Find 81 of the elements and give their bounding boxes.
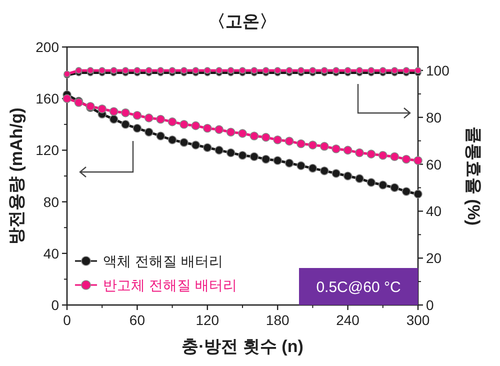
point (390, 152, 399, 162)
point (414, 190, 422, 198)
point (121, 108, 130, 118)
x-tick-label: 120 (196, 312, 220, 328)
y2-tick-label: 0 (426, 297, 434, 313)
point (191, 121, 200, 130)
point (214, 146, 224, 155)
y2-tick-label: 60 (426, 156, 442, 172)
point (355, 174, 364, 183)
point (132, 110, 142, 120)
point (203, 143, 212, 152)
x-tick-label: 180 (266, 312, 290, 328)
point (98, 104, 106, 114)
point (355, 148, 364, 158)
y2-tick-label: 80 (426, 109, 442, 126)
chart-title: 〈고온〉 (208, 12, 276, 31)
point (366, 178, 376, 187)
point (320, 142, 329, 151)
point (250, 152, 259, 162)
point (62, 94, 72, 103)
point (144, 114, 154, 122)
point (121, 120, 130, 129)
legend-label: 액체 전해질 배터리 (103, 253, 223, 269)
point (343, 172, 352, 180)
y2-tick-label: 20 (426, 250, 442, 266)
point (402, 154, 411, 164)
point (156, 132, 165, 140)
point (180, 138, 188, 147)
point (308, 164, 318, 173)
point (109, 107, 118, 116)
point (284, 136, 294, 146)
point (296, 139, 306, 148)
y-axis-title: 방전용량 (mAh/g) (7, 108, 26, 244)
point (414, 156, 422, 165)
y-tick-label: 120 (36, 142, 60, 158)
point (168, 117, 177, 126)
y-tick-label: 200 (36, 39, 60, 55)
point (109, 114, 118, 124)
point (296, 161, 306, 170)
point (332, 169, 340, 178)
y2-tick-label: 100 (426, 62, 450, 78)
x-tick-label: 300 (406, 312, 430, 328)
y-tick-label: 40 (43, 245, 60, 262)
point (250, 132, 259, 140)
point (378, 150, 388, 160)
point (273, 156, 282, 165)
point (226, 128, 236, 137)
point (320, 166, 329, 176)
point (273, 135, 282, 144)
point (203, 124, 212, 133)
point (214, 125, 224, 134)
point (238, 150, 247, 160)
point (191, 140, 200, 150)
y2-tick-label: 40 (426, 203, 442, 220)
annotation: 0.5C@60 °C (316, 279, 401, 296)
point (390, 183, 399, 192)
point (343, 146, 352, 155)
point (332, 144, 340, 154)
point (168, 135, 177, 144)
x-axis-title: 충·방전 횟수 (n) (182, 337, 304, 356)
point (144, 128, 154, 137)
y-tick-label: 160 (36, 90, 60, 107)
point (284, 158, 294, 168)
point (132, 124, 142, 133)
point (180, 120, 188, 129)
point (402, 187, 411, 196)
point (378, 180, 388, 190)
y2-axis-title: 쿨롱효율 (%) (464, 126, 483, 226)
x-tick-label: 0 (63, 312, 72, 328)
x-tick-label: 240 (336, 312, 360, 328)
point (262, 132, 270, 142)
point (226, 148, 236, 158)
y-tick-label: 0 (51, 297, 60, 313)
y-tick-label: 80 (43, 194, 60, 210)
point (366, 150, 376, 158)
point (238, 129, 247, 138)
legend-label: 반고체 전해질 배터리 (103, 277, 237, 293)
point (262, 154, 270, 164)
point (308, 140, 318, 150)
x-tick-label: 60 (129, 312, 146, 328)
point (156, 114, 165, 124)
